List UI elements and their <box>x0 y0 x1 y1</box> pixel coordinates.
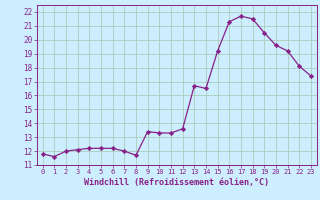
X-axis label: Windchill (Refroidissement éolien,°C): Windchill (Refroidissement éolien,°C) <box>84 178 269 187</box>
